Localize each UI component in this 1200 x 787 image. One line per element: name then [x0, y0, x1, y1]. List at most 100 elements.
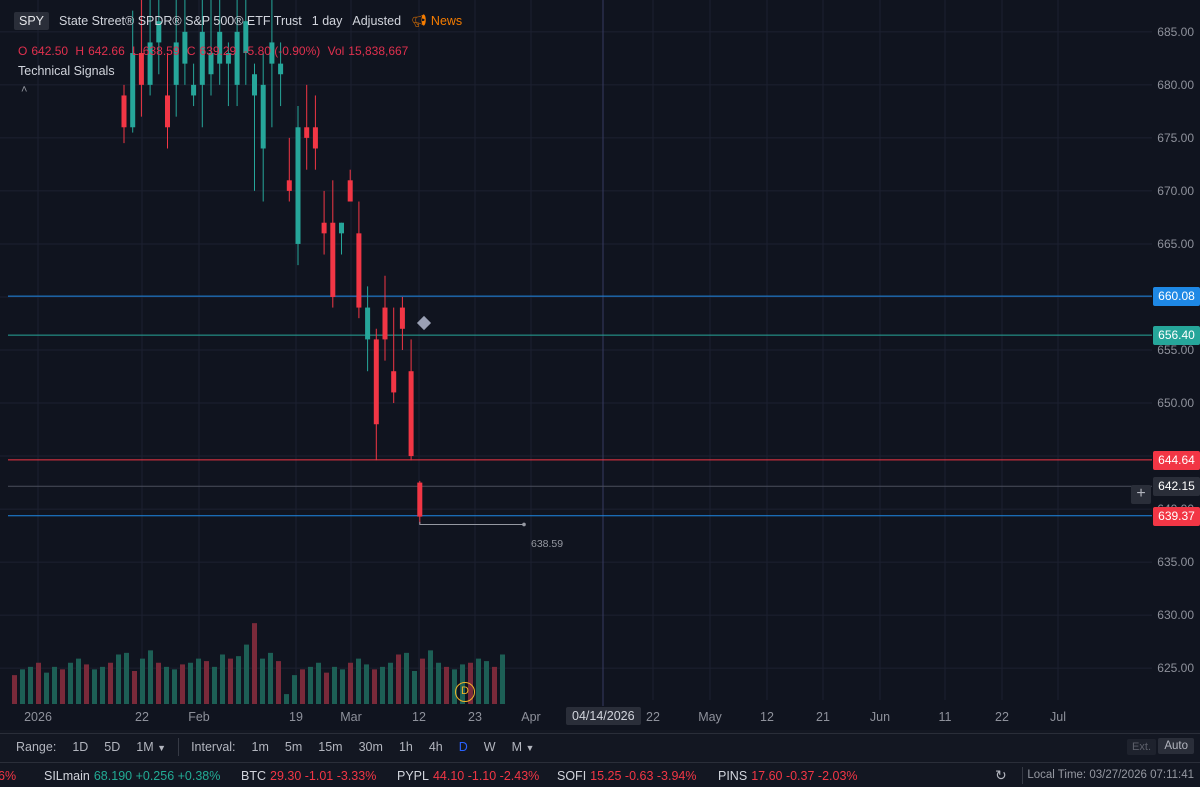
candle-body [225, 53, 231, 64]
candle-body [330, 222, 336, 297]
ticker-item[interactable]: PINS 17.60 -0.37 -2.03% [718, 769, 858, 783]
interval-1h[interactable]: 1h [398, 740, 413, 754]
news-button[interactable]: 📢︎ News [411, 14, 462, 29]
news-label: News [430, 14, 463, 28]
date-axis-label: Apr [521, 710, 540, 724]
interval-label[interactable]: 1 day [311, 14, 343, 28]
ticker-item[interactable]: PYPL 44.10 -1.10 -2.43% [397, 769, 539, 783]
volume-bar [284, 694, 289, 704]
price-axis-label: 655.00 [1157, 343, 1194, 357]
interval-1m[interactable]: 1m [251, 740, 269, 754]
price-tag: 644.64 [1153, 450, 1200, 470]
volume-bar [204, 661, 209, 704]
chart-header: SPY State Street® SPDR® S&P 500® ETF Tru… [14, 12, 462, 30]
price-axis-label: 675.00 [1157, 131, 1194, 145]
candle-body [156, 21, 162, 43]
interval-label: Interval: [191, 740, 236, 754]
volume-bar [324, 672, 329, 704]
ticker-item[interactable]: SOFI 15.25 -0.63 -3.94% [557, 769, 697, 783]
volume-bar [404, 652, 409, 704]
volume-bar [196, 658, 201, 704]
price-axis-label: 625.00 [1157, 661, 1194, 675]
candle-body [295, 127, 301, 244]
dividend-marker[interactable]: D [455, 682, 475, 702]
low-label: L [132, 44, 139, 58]
volume-bar [492, 666, 497, 704]
candle-body [286, 180, 292, 191]
close-value: 639.29 [199, 44, 237, 58]
technical-signals-label[interactable]: Technical Signals [18, 64, 115, 78]
candle-body [243, 21, 249, 54]
ticker-item[interactable]: 6% [0, 769, 16, 783]
date-axis-label: 21 [816, 710, 830, 724]
date-axis-label: 11 [939, 710, 952, 724]
candle-body [138, 53, 144, 85]
date-axis-label: 2026 [24, 710, 52, 724]
volume-bar [500, 654, 505, 704]
close-label: C [186, 44, 196, 58]
add-alert-plus-button[interactable]: + [1131, 485, 1151, 504]
ticker-symbol: BTC [241, 769, 266, 783]
volume-bar [372, 669, 377, 704]
candle-body [373, 339, 379, 425]
date-axis-label: 22 [646, 710, 660, 724]
price-axis-label: 680.00 [1157, 78, 1194, 92]
low-marker-dot [522, 522, 526, 527]
symbol-badge[interactable]: SPY [14, 12, 50, 30]
auto-scale-toggle[interactable]: Auto [1158, 738, 1194, 754]
interval-w[interactable]: W [483, 740, 496, 754]
volume-bar [300, 669, 305, 704]
candle-body [347, 180, 353, 202]
date-axis-label: Jun [870, 710, 890, 724]
price-chart[interactable]: 685.00680.00675.00670.00665.00660.00655.… [0, 0, 1200, 730]
volume-bar [364, 664, 369, 704]
extended-hours-toggle[interactable]: Ext. [1127, 739, 1156, 755]
candle-body [391, 371, 397, 393]
ticker-item[interactable]: SILmain 68.190 +0.256 +0.38% [44, 769, 220, 783]
ticker-value: 6% [0, 769, 17, 783]
interval-30m[interactable]: 30m [358, 740, 383, 754]
dropdown-caret-icon: ▼ [157, 743, 167, 753]
interval-15m[interactable]: 15m [318, 740, 343, 754]
candle-body [260, 84, 266, 149]
collapse-caret-icon[interactable]: ˄ [21, 84, 28, 96]
ticker-symbol: PINS [718, 769, 748, 783]
range-1m-dropdown[interactable]: 1M ▼ [128, 740, 174, 754]
candle-body [252, 74, 257, 96]
ticker-divider [1022, 767, 1023, 784]
dropdown-caret-icon: ▼ [525, 743, 535, 753]
change-value: -5.80 (-0.90%) [243, 44, 321, 58]
ticker-symbol: SOFI [557, 769, 587, 783]
chart-canvas[interactable]: 685.00680.00675.00670.00665.00660.00655.… [0, 0, 1200, 730]
range-1d[interactable]: 1D [72, 740, 89, 754]
toolbar-divider [178, 738, 180, 756]
candle-body [208, 53, 214, 75]
interval-d[interactable]: D [458, 740, 468, 754]
volume-bar [52, 666, 57, 704]
range-label: Range: [16, 740, 57, 754]
volume-bar [124, 652, 129, 704]
volume-bar [116, 654, 121, 704]
refresh-icon[interactable]: ↻ [995, 767, 1007, 783]
candle-body [339, 222, 344, 234]
interval-m-dropdown[interactable]: M ▼ [504, 740, 543, 754]
volume-bar [476, 658, 481, 704]
ticker-item[interactable]: BTC 29.30 -1.01 -3.33% [241, 769, 376, 783]
crosshair-date-tag: 04/14/2026 [566, 707, 641, 725]
ticker-value: 17.60 -0.37 -2.03% [751, 769, 858, 783]
volume-bar [132, 671, 137, 704]
volume-bar [396, 654, 401, 704]
volume-bar [340, 669, 345, 704]
ticker-tape: 6% SILmain 68.190 +0.256 +0.38% BTC 29.30 … [0, 762, 1200, 787]
date-axis-label: Jul [1050, 710, 1066, 724]
interval-5m[interactable]: 5m [284, 740, 303, 754]
volume-bar [228, 658, 233, 704]
volume-bar [380, 666, 385, 704]
interval-4h[interactable]: 4h [428, 740, 443, 754]
price-axis-label: 635.00 [1157, 555, 1194, 569]
range-5d[interactable]: 5D [104, 740, 121, 754]
candle-body [234, 31, 240, 85]
ticker-value: 68.190 +0.256 +0.38% [93, 769, 221, 783]
adjusted-label[interactable]: Adjusted [352, 14, 402, 28]
volume-value: 15,838,667 [348, 44, 409, 58]
